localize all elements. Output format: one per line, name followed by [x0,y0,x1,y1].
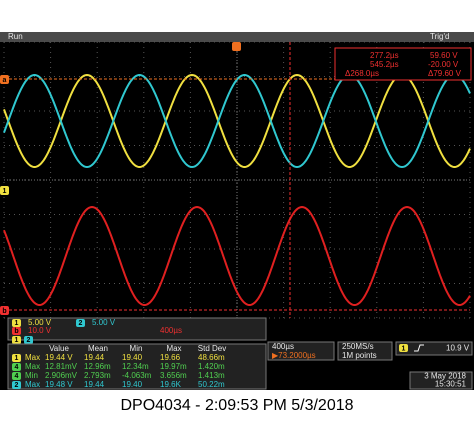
date: 3 May 2018 [424,372,466,381]
measurement-type: Max [25,380,40,389]
trace-ref-b [3,205,471,306]
math-badge-2 [24,336,33,344]
measurement-channel: 2 [15,382,19,389]
timebase-box [267,341,335,361]
measurement-badge [12,354,21,362]
measurement-type: Max [25,353,40,362]
trace-ch1 [3,73,471,168]
cursor-volt-b: -20.00 V [428,60,459,69]
cursor-time-b: 545.2µs [370,60,399,69]
marker-1 [0,186,9,195]
measurement-panel [7,343,267,390]
measurement-channel: 4 [15,364,19,371]
measurement-cell: 48.66m [198,353,225,362]
cursor-volt-delta: Δ79.60 V [428,69,462,78]
measurement-cell: 12.34m [122,362,149,371]
ch2-badge-label: 2 [79,320,83,327]
cursor-volt-a: 59.60 V [430,51,458,60]
measurement-badge [12,381,21,389]
math-badge-2-label: 2 [27,337,31,344]
measurement-cell: 2.906mV [45,371,78,380]
measurement-cell: 1.413m [198,371,225,380]
acquisition-box [337,341,393,361]
timebase-delay: ▶73.2000µs [272,351,316,360]
marker-a [0,75,9,84]
math-badge-1-label: 1 [15,337,19,344]
measurement-cell: 2.793m [84,371,111,380]
run-status: Run [8,32,23,41]
refb-time: 400µs [160,326,182,335]
trigger-slope-icon [414,344,424,352]
marker-b [0,306,9,315]
measurement-cell: 19.40 [122,353,143,362]
measurement-cell: 19.6K [160,380,182,389]
measurement-badge [12,363,21,371]
trigger-position [232,42,241,51]
refb-badge [12,327,21,335]
marker-b-label: b [2,308,6,315]
measurement-cell: 3.656m [160,371,187,380]
datetime-box [409,371,473,390]
measurement-cell: 1.420m [198,362,225,371]
measurement-cell: 12.96m [84,362,111,371]
math-badge-1 [12,336,21,344]
ch2-badge [76,319,85,327]
measurement-header: Max [166,344,181,353]
waveforms [3,73,471,306]
measurement-type: Max [25,362,40,371]
cursor-time-a: 277.2µs [370,51,399,60]
measurement-badge [12,372,21,380]
ch2-scale: 5.00 V [92,318,116,327]
measurement-cell: 19.44 [84,353,105,362]
measurement-cell: 19.40 [122,380,143,389]
sample-rate: 250MS/s [342,342,374,351]
measurement-cell: 19.97m [160,362,187,371]
cursor-readout [334,47,472,81]
measurement-cell: 50.22m [198,380,225,389]
measurement-header: Mean [88,344,108,353]
measurement-cell: 12.81mV [45,362,78,371]
ch1-badge [12,319,21,327]
measurement-type: Min [25,371,38,380]
trigger-level: 10.9 V [446,344,470,353]
record-length: 1M points [342,351,377,360]
channel-panel [7,317,267,341]
cursor-time-delta: Δ268.0µs [345,69,379,78]
measurement-cell: 19.66 [160,353,181,362]
measurement-cell: -4.063m [122,371,152,380]
trace-ch2 [3,74,471,169]
caption: DPO4034 - 2:09:53 PM 5/3/2018 [120,397,353,414]
measurement-channel: 1 [15,355,19,362]
measurement-channel: 4 [15,373,19,380]
status-bar [0,32,474,42]
time: 15:30:51 [435,380,467,389]
marker-a-label: a [3,77,7,84]
measurement-header: Value [49,344,69,353]
trigger-channel: 1 [402,345,406,352]
measurement-cell: 19.44 V [45,353,73,362]
ch1-badge-label: 1 [15,320,19,327]
trigger-badge [399,344,408,352]
refb-scale: 10.0 V [28,326,52,335]
refb-badge-label: b [14,328,18,335]
marker-1-label: 1 [3,188,7,195]
measurement-header: Min [130,344,143,353]
trigger-status: Trig'd [430,32,449,41]
trigger-box [395,341,473,356]
timebase-scale: 400µs [272,342,294,351]
measurement-header: Std Dev [198,344,226,353]
ch1-scale: 5.00 V [28,318,52,327]
measurement-cell: 19.44 [84,380,105,389]
measurement-cell: 19.48 V [45,380,73,389]
